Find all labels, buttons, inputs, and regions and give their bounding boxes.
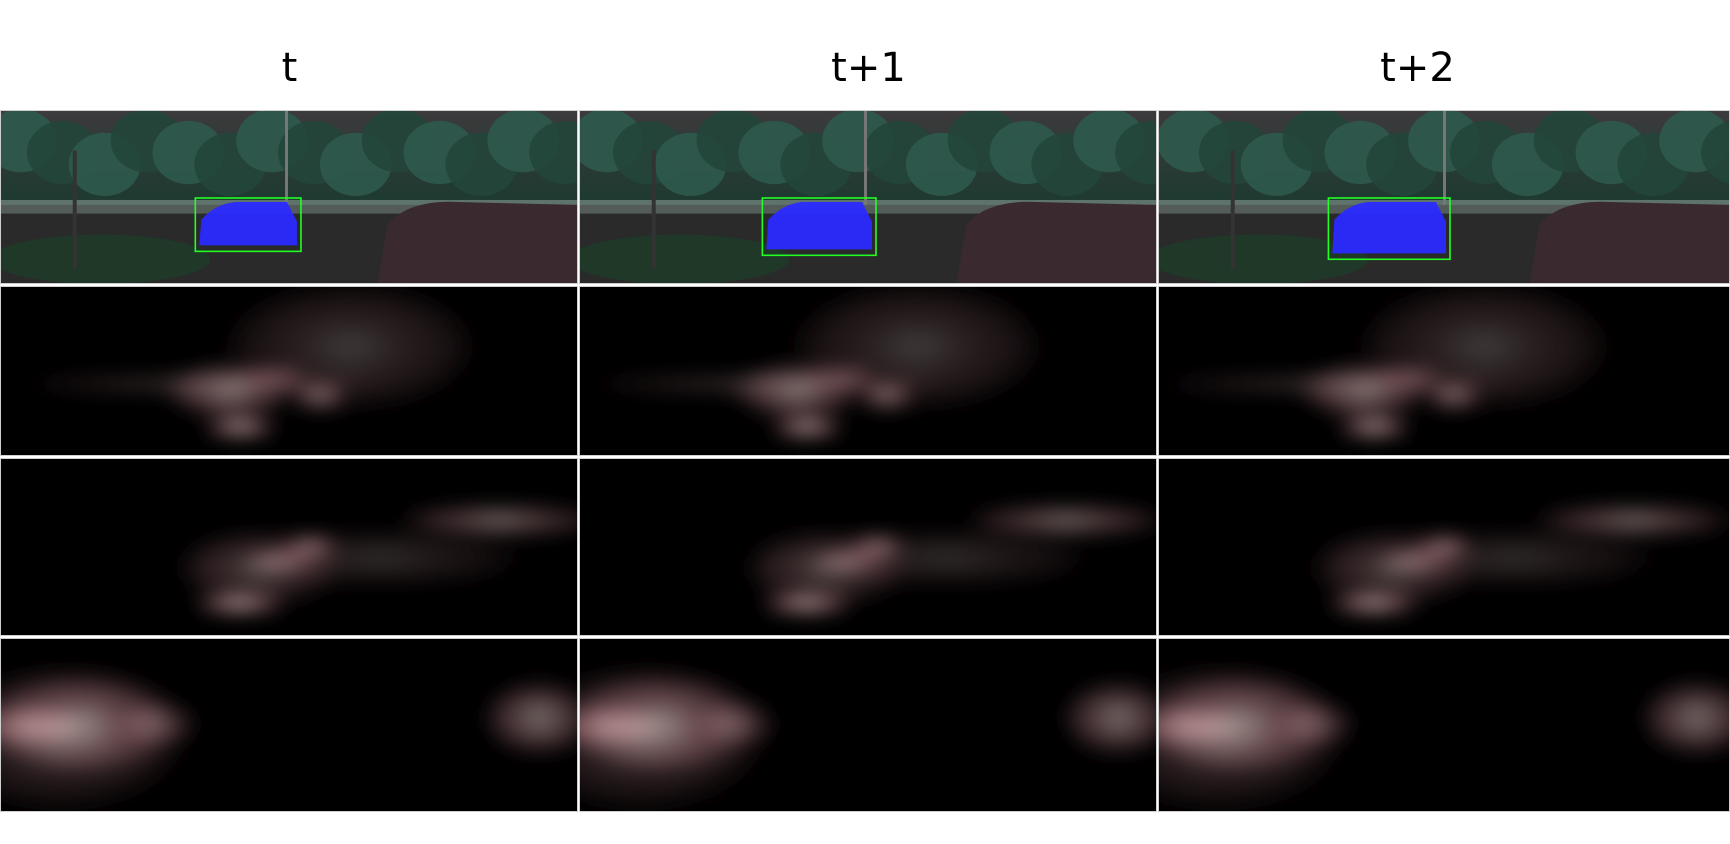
- tree-trunk: [72, 150, 77, 270]
- grass-patch: [1, 234, 211, 283]
- tree-canopy: [529, 120, 577, 185]
- heat-blob: [1058, 678, 1156, 758]
- heat-blob: [1344, 287, 1624, 416]
- heat-blob: [787, 528, 1107, 588]
- video-frame-0: [0, 110, 578, 284]
- column-label-t: t: [281, 45, 298, 91]
- tree-trunk: [651, 150, 656, 270]
- bounding-box: [194, 197, 302, 253]
- tree-canopy: [1115, 120, 1156, 185]
- heatmap-2-2: [1158, 458, 1730, 636]
- video-frame-1: [579, 110, 1157, 284]
- heatmap-1-0: [0, 286, 578, 456]
- heatmap-1-2: [1158, 286, 1730, 456]
- pole: [1443, 111, 1446, 205]
- parked-car: [377, 201, 577, 283]
- video-frame-2: [1158, 110, 1730, 284]
- heat-blob: [777, 287, 1057, 416]
- grass-patch: [1159, 234, 1369, 283]
- heatmap-3-1: [579, 638, 1157, 812]
- heat-blob: [210, 287, 490, 416]
- heatmap-1-1: [579, 286, 1157, 456]
- heatmap-3-2: [1158, 638, 1730, 812]
- car-mask: [199, 201, 297, 246]
- column-label-t-plus-1: t+1: [831, 45, 906, 91]
- heat-blob: [200, 417, 281, 438]
- heat-blob: [1, 658, 201, 811]
- bounding-box: [1327, 197, 1451, 261]
- heat-blob: [479, 678, 577, 758]
- heatmap-2-1: [579, 458, 1157, 636]
- tree-canopy: [1701, 121, 1729, 184]
- heat-blob: [956, 504, 1156, 537]
- heatmap-3-0: [0, 638, 578, 812]
- heat-blob: [1523, 504, 1729, 537]
- parked-car: [956, 201, 1156, 283]
- grass-patch: [580, 234, 790, 283]
- column-label-t-plus-2: t+2: [1380, 45, 1455, 91]
- pole: [864, 111, 868, 205]
- heat-blob: [389, 504, 577, 537]
- car-mask: [1332, 201, 1446, 254]
- heat-blob: [580, 658, 780, 811]
- pole: [285, 111, 289, 205]
- heat-blob: [1354, 528, 1674, 588]
- heat-blob: [1637, 678, 1729, 758]
- parked-car: [1529, 201, 1729, 283]
- heat-blob: [220, 528, 540, 588]
- image-grid: [0, 110, 1730, 812]
- heat-blob: [1159, 658, 1359, 811]
- heat-blob: [1334, 417, 1415, 438]
- car-mask: [766, 201, 872, 250]
- heatmap-2-0: [0, 458, 578, 636]
- tree-trunk: [1230, 150, 1235, 270]
- heat-blob: [767, 417, 848, 438]
- bounding-box: [761, 197, 877, 257]
